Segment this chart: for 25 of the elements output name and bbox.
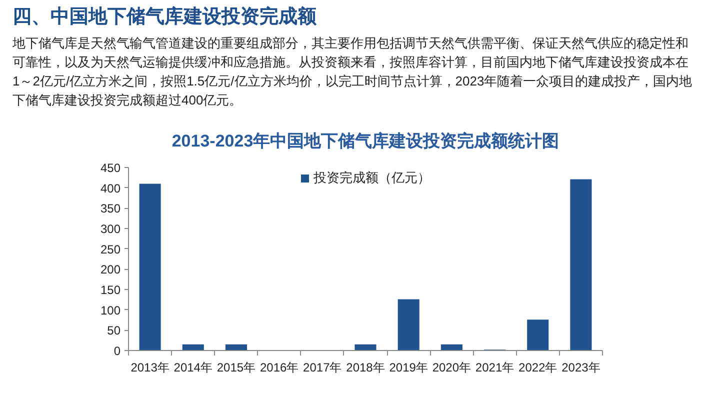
y-tick-label: 350: [100, 202, 121, 216]
y-tick-label: 50: [107, 324, 121, 338]
x-tick-label: 2019年: [389, 360, 428, 374]
y-tick-label: 300: [100, 222, 121, 236]
x-tick-label: 2018年: [346, 360, 385, 374]
x-tick-label: 2023年: [562, 360, 600, 374]
y-tick-label: 100: [100, 303, 121, 318]
x-tick-label: 2014年: [174, 360, 212, 374]
x-tick-label: 2021年: [475, 360, 514, 374]
y-tick-label: 0: [114, 344, 121, 358]
legend-label: 投资完成额（亿元）: [314, 169, 430, 187]
x-tick-label: 2020年: [432, 360, 472, 374]
chart-title: 2013-2023年中国地下储气库建设投资完成额统计图: [172, 132, 560, 150]
y-tick-label: 400: [100, 181, 121, 196]
x-tick-label: 2015年: [216, 360, 256, 374]
x-tick-label: 2013年: [130, 360, 170, 374]
x-tick-label: 2017年: [303, 360, 342, 374]
y-tick-label: 150: [100, 283, 121, 297]
y-tick-label: 250: [100, 242, 121, 256]
y-tick-label: 200: [100, 262, 121, 277]
x-tick-label: 2016年: [260, 360, 299, 374]
x-tick-label: 2022年: [518, 360, 558, 374]
chart-subtitle: 地下储气库是天然气输气管道建设的重要组成部分，其主要作用包括调节天然气供需平衡、保证天然气供应的稳定性和可靠性，以及为天然气运输提供缓冲和应急措施。从投资额来看，按照库容计算，目前国内地下储气库建设投资成本在1～2亿元/亿立方米之间，按照1.5亿元/亿立方米均价，以完工时间节点计算，2023年随着一众项目的建成投产，国内地下储气库建设投资完成额超过400亿元。: [12, 35, 692, 108]
y-tick-label: 450: [100, 161, 121, 175]
text: 四、中国地下储气库建设投资完成额: [12, 6, 318, 28]
